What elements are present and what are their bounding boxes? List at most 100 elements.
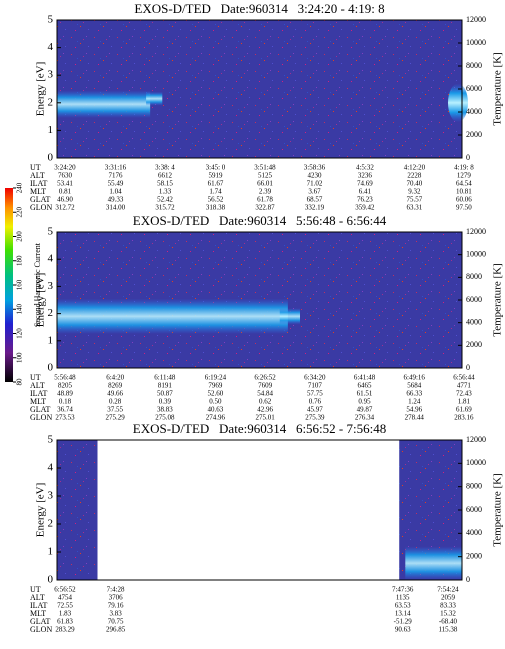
table-cell: 314.00	[106, 204, 126, 212]
y-tick-label: 4	[48, 462, 54, 474]
row-label: GLON	[30, 413, 52, 422]
table-cell: 0.81	[59, 188, 72, 196]
table-cell: 49.87	[357, 406, 373, 414]
y2-axis-label: Temperature [K]	[492, 473, 504, 546]
emission-band	[279, 308, 300, 325]
y-tick-label: 5	[48, 14, 54, 26]
row-label: ALT	[30, 171, 45, 180]
y2-tick-label: 4000	[466, 317, 482, 326]
table-cell: 7:54:24	[437, 586, 459, 594]
table-cell: 60.06	[456, 196, 472, 204]
table-cell: 3706	[109, 594, 124, 602]
table-cell: 312.72	[55, 204, 75, 212]
colorbar-tick-label: 140	[16, 304, 24, 315]
colorbar-tick-label: 220	[16, 207, 24, 218]
table-cell: 0.18	[59, 398, 72, 406]
table-cell: 5919	[208, 172, 223, 180]
table-cell: 68.57	[307, 196, 323, 204]
y2-tick-label: 0	[466, 363, 470, 372]
y-tick-label: 1	[48, 546, 54, 558]
y2-tick-label: 8000	[466, 61, 482, 70]
table-cell: 97.50	[456, 204, 472, 212]
panel-title: EXOS-D/TED Date:960314 5:56:48 - 6:56:44	[133, 213, 387, 228]
table-cell: 6:34:20	[304, 374, 326, 382]
row-label: ILAT	[30, 389, 47, 398]
table-cell: 49.66	[107, 390, 123, 398]
table-cell: 48.89	[57, 390, 73, 398]
row-label: GLAT	[30, 617, 51, 626]
table-cell: 90.63	[395, 626, 411, 634]
table-cell: 7630	[58, 172, 73, 180]
table-cell: 61.67	[208, 180, 224, 188]
table-cell: 46.90	[57, 196, 73, 204]
table-cell: 0.28	[109, 398, 122, 406]
table-cell: 273.53	[55, 414, 75, 422]
table-cell: 61.51	[357, 390, 373, 398]
table-cell: 6:26:52	[254, 374, 276, 382]
row-label: UT	[30, 373, 41, 382]
y2-tick-label: 2000	[466, 130, 482, 139]
y2-tick-label: 6000	[466, 505, 482, 514]
y-axis-label: Energy [eV]	[35, 483, 47, 537]
table-cell: 2059	[441, 594, 456, 602]
table-cell: 61.78	[257, 196, 273, 204]
table-cell: 4:12:20	[404, 164, 426, 172]
table-cell: 1.83	[59, 610, 72, 618]
table-cell: 70.40	[407, 180, 423, 188]
y2-axis-label: Temperature [K]	[492, 263, 504, 336]
colorbar-tick-label: 240	[16, 182, 24, 193]
table-cell: 63.53	[395, 602, 411, 610]
y-axis-label: Energy [eV]	[35, 62, 47, 116]
y2-tick-label: 2000	[466, 551, 482, 560]
table-cell: 15.32	[440, 610, 456, 618]
row-label: GLAT	[30, 195, 51, 204]
y2-tick-label: 8000	[466, 481, 482, 490]
table-cell: 6:19:24	[205, 374, 227, 382]
table-cell: 50.87	[157, 390, 173, 398]
y2-tick-label: 12000	[466, 435, 486, 444]
table-cell: 64.54	[456, 180, 472, 188]
table-cell: 3:58:36	[304, 164, 326, 172]
y2-tick-label: 0	[466, 575, 470, 584]
table-cell: 1279	[457, 172, 472, 180]
table-cell: 0.50	[209, 398, 222, 406]
table-cell: 4754	[58, 594, 73, 602]
table-cell: 7176	[108, 172, 123, 180]
y2-tick-label: 6000	[466, 295, 482, 304]
table-cell: 0.39	[159, 398, 172, 406]
y-tick-label: 2	[48, 518, 54, 530]
table-cell: 74.69	[357, 180, 373, 188]
table-cell: 8269	[108, 382, 123, 390]
y2-tick-label: 0	[466, 153, 470, 162]
table-cell: 57.75	[307, 390, 323, 398]
table-cell: 63.31	[407, 204, 423, 212]
table-cell: 61.69	[456, 406, 472, 414]
colorbar-tick-label: 180	[16, 255, 24, 266]
y2-tick-label: 12000	[466, 227, 486, 236]
table-cell: 3236	[358, 172, 373, 180]
table-cell: 53.41	[57, 180, 73, 188]
row-label: MLT	[30, 397, 46, 406]
table-cell: 71.02	[307, 180, 323, 188]
table-cell: 52.42	[157, 196, 173, 204]
table-cell: 6:56:44	[453, 374, 475, 382]
table-cell: 332.19	[305, 204, 325, 212]
row-label: GLON	[30, 625, 52, 634]
y-tick-label: 0	[48, 574, 54, 586]
table-cell: 5125	[258, 172, 273, 180]
table-cell: 6:41:48	[354, 374, 376, 382]
table-cell: 38.83	[157, 406, 173, 414]
table-cell: 4771	[457, 382, 472, 390]
table-cell: 4:5:32	[356, 164, 374, 172]
table-cell: 315.72	[155, 204, 175, 212]
table-cell: 6.41	[359, 188, 372, 196]
emission-blob	[448, 83, 468, 123]
emission-band	[405, 546, 462, 580]
row-label: ILAT	[30, 601, 47, 610]
y2-tick-label: 10000	[466, 38, 486, 47]
table-cell: 72.55	[57, 602, 73, 610]
table-cell: 83.33	[440, 602, 456, 610]
table-cell: 359.42	[355, 204, 375, 212]
y2-tick-label: 10000	[466, 458, 486, 467]
table-cell: 49.33	[108, 196, 124, 204]
